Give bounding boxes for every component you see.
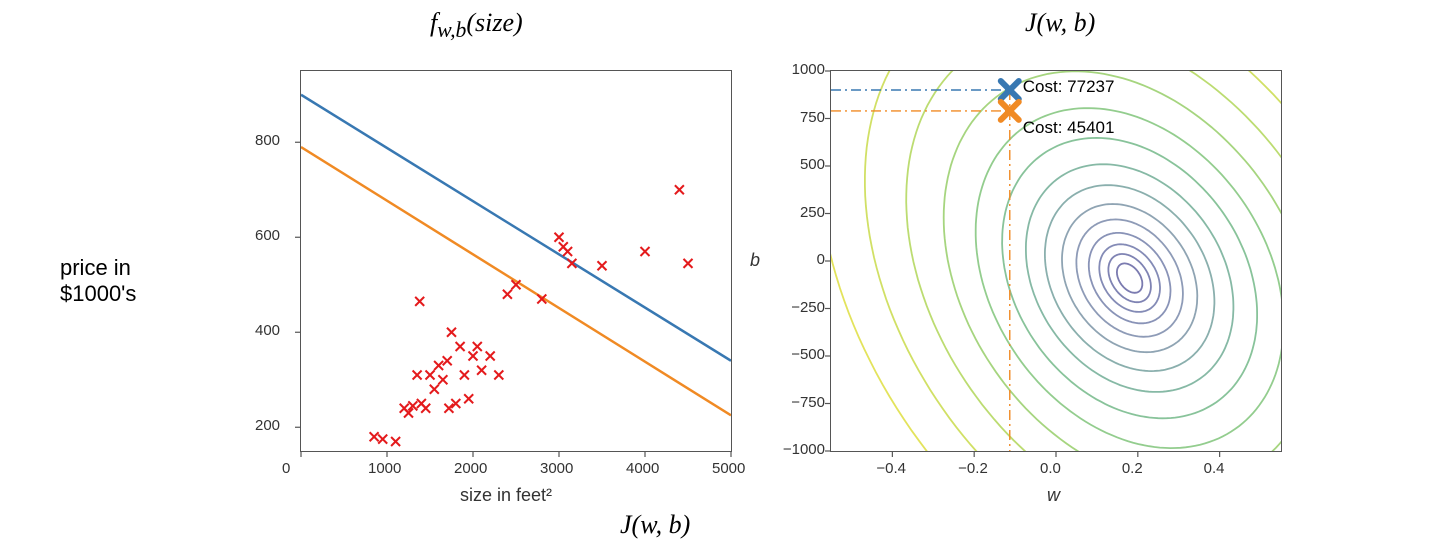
left-plot-area xyxy=(300,70,732,452)
left-ytick-label: 400 xyxy=(255,322,280,339)
right-ytick-label: −1000 xyxy=(775,441,825,458)
side-label-line2: $1000's xyxy=(60,281,136,307)
right-xtick-label: 0.2 xyxy=(1122,460,1143,477)
right-ytick-label: −500 xyxy=(775,346,825,363)
left-xtick-label: 2000 xyxy=(454,460,487,477)
side-label-line1: price in xyxy=(60,255,136,281)
left-xtick-label: 3000 xyxy=(540,460,573,477)
cost-annotation: Cost: 45401 xyxy=(1023,118,1115,138)
left-xtick-label: 5000 xyxy=(712,460,745,477)
right-ytick-label: −750 xyxy=(775,394,825,411)
bottom-cutoff-title: J(w, b) xyxy=(620,510,690,540)
right-chart-title: J(w, b) xyxy=(1025,8,1095,38)
left-x-axis-label: size in feet² xyxy=(460,485,552,506)
left-xtick-label: 0 xyxy=(282,460,290,477)
right-x-axis-label: w xyxy=(1047,485,1060,506)
right-ytick-label: 750 xyxy=(775,109,825,126)
right-xtick-label: −0.2 xyxy=(958,460,988,477)
left-plot-svg xyxy=(301,71,731,451)
right-ytick-label: 250 xyxy=(775,204,825,221)
right-ytick-label: 500 xyxy=(775,156,825,173)
right-y-axis-label: b xyxy=(750,250,760,271)
right-xtick-label: 0.0 xyxy=(1040,460,1061,477)
left-chart-title: fw,b(size) xyxy=(430,8,523,43)
left-ytick-label: 600 xyxy=(255,227,280,244)
left-ytick-label: 800 xyxy=(255,132,280,149)
y-axis-external-label: price in $1000's xyxy=(60,255,136,308)
left-xtick-label: 1000 xyxy=(368,460,401,477)
right-ytick-label: −250 xyxy=(775,299,825,316)
right-xtick-label: 0.4 xyxy=(1204,460,1225,477)
right-xtick-label: −0.4 xyxy=(876,460,906,477)
left-ytick-label: 200 xyxy=(255,417,280,434)
cost-annotation: Cost: 77237 xyxy=(1023,77,1115,97)
left-xtick-label: 4000 xyxy=(626,460,659,477)
right-ytick-label: 0 xyxy=(775,251,825,268)
figure-root: price in $1000's fw,b(size) size in feet… xyxy=(0,0,1445,535)
right-ytick-label: 1000 xyxy=(775,61,825,78)
